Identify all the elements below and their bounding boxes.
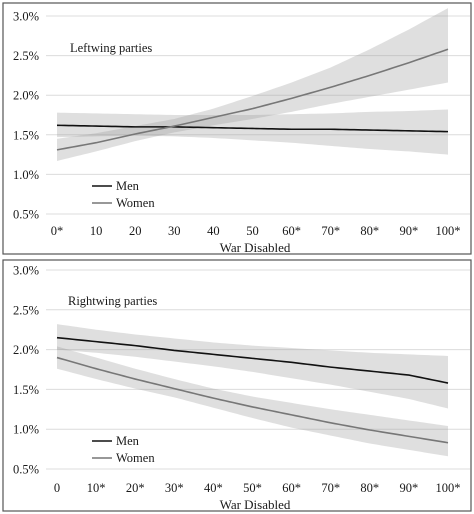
- ci-band-women: [57, 8, 448, 161]
- x-tick-label: 20: [129, 224, 142, 238]
- x-axis-label: War Disabled: [220, 497, 291, 512]
- legend-label-men: Men: [116, 434, 140, 448]
- panel-frame: [2, 2, 472, 255]
- x-tick-label: 0: [54, 481, 60, 495]
- y-tick-label: 2.0%: [13, 89, 39, 103]
- y-tick-label: 1.5%: [13, 128, 39, 142]
- x-tick-label: 30*: [165, 481, 184, 495]
- y-tick-label: 2.5%: [13, 303, 39, 317]
- gridlines: [46, 15, 470, 215]
- legend-label-women: Women: [116, 451, 155, 465]
- x-tick-label: 30: [168, 224, 181, 238]
- x-tick-label: 20*: [126, 481, 145, 495]
- y-tick-label: 3.0%: [13, 264, 39, 278]
- series-lines: [56, 48, 449, 151]
- series-line-men: [56, 336, 449, 384]
- ci-band-men: [57, 324, 448, 409]
- x-tick-label: 40: [207, 224, 220, 238]
- y-tick-label: 0.5%: [13, 463, 39, 477]
- legend: Men Women: [92, 434, 155, 465]
- x-tick-label: 80*: [360, 224, 379, 238]
- x-tick-labels: 0 10* 20* 30* 40* 50* 60* 70* 80* 90* 100*: [54, 481, 461, 495]
- series-line-men: [56, 124, 449, 133]
- chart-title: Rightwing parties: [68, 294, 157, 308]
- x-axis-label: War Disabled: [220, 240, 291, 255]
- y-tick-label: 2.5%: [13, 49, 39, 63]
- x-tick-label: 100*: [436, 224, 461, 238]
- x-tick-label: 40*: [204, 481, 223, 495]
- series-line-women: [56, 356, 449, 444]
- ci-band-men: [57, 109, 448, 155]
- ci-band-women: [57, 346, 448, 457]
- y-tick-label: 1.5%: [13, 383, 39, 397]
- legend-label-women: Women: [116, 196, 155, 210]
- x-tick-labels: 0* 10 20 30 40 50 60* 70* 80* 90* 100*: [51, 224, 461, 238]
- y-tick-label: 1.0%: [13, 423, 39, 437]
- legend-label-men: Men: [116, 179, 140, 193]
- x-tick-label: 50*: [243, 481, 262, 495]
- x-tick-label: 60*: [282, 224, 301, 238]
- y-tick-label: 2.0%: [13, 343, 39, 357]
- legend: Men Women: [92, 179, 155, 210]
- series-line-women: [56, 48, 449, 151]
- x-tick-label: 50: [246, 224, 259, 238]
- x-tick-label: 10*: [87, 481, 106, 495]
- y-tick-label: 3.0%: [13, 10, 39, 24]
- x-tick-label: 80*: [360, 481, 379, 495]
- leftwing-panel: 0.5% 1.0% 1.5% 2.0% 2.5% 3.0% 0* 10 20 30 40 50 60*…: [2, 2, 472, 255]
- x-tick-label: 10: [90, 224, 103, 238]
- rightwing-panel: 0.5% 1.0% 1.5% 2.0% 2.5% 3.0% 0 10* 20* 30* 40* 50…: [2, 259, 472, 512]
- x-tick-label: 90*: [400, 481, 419, 495]
- y-tick-labels: 0.5% 1.0% 1.5% 2.0% 2.5% 3.0%: [13, 10, 39, 222]
- y-tick-labels: 0.5% 1.0% 1.5% 2.0% 2.5% 3.0%: [13, 264, 39, 477]
- x-tick-label: 0*: [51, 224, 64, 238]
- panel-frame: [2, 259, 472, 512]
- x-tick-label: 70*: [321, 224, 340, 238]
- confidence-bands: [57, 8, 448, 161]
- y-tick-label: 0.5%: [13, 208, 39, 222]
- x-tick-label: 70*: [321, 481, 340, 495]
- x-tick-label: 90*: [400, 224, 419, 238]
- chart-title: Leftwing parties: [70, 41, 152, 55]
- x-tick-label: 60*: [282, 481, 301, 495]
- confidence-bands: [57, 324, 448, 457]
- gridlines: [46, 269, 470, 470]
- x-tick-label: 100*: [436, 481, 461, 495]
- series-lines: [56, 336, 449, 444]
- y-tick-label: 1.0%: [13, 168, 39, 182]
